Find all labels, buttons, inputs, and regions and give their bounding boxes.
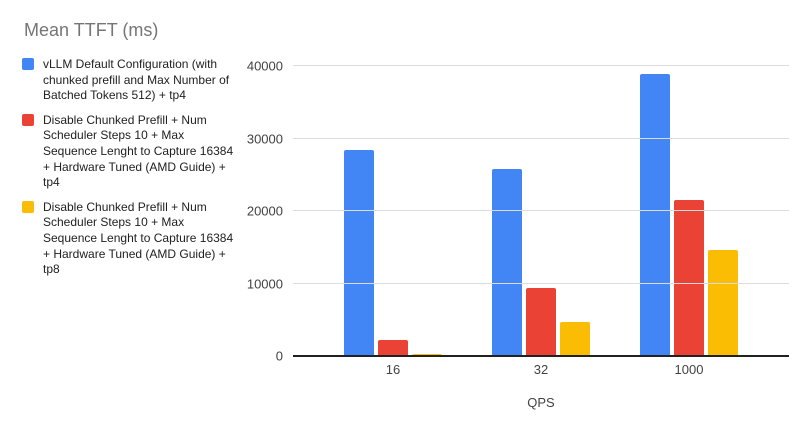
legend-swatch-icon	[22, 58, 34, 70]
gridline-30000	[293, 137, 789, 139]
bar-series-1-qps-16	[344, 150, 374, 356]
legend-item-label: vLLM Default Configuration (with chunked…	[43, 57, 230, 103]
legend-item-label: Disable Chunked Prefill + Num Scheduler …	[43, 112, 234, 190]
x-axis-title: QPS	[527, 395, 555, 410]
legend-item-3: Disable Chunked Prefill + Num Scheduler …	[22, 200, 236, 278]
x-axis-line	[293, 355, 789, 357]
bar-group-qps-32	[467, 66, 615, 356]
gridline-20000	[293, 210, 789, 211]
bar-group-qps-16	[319, 66, 467, 356]
bar-series-2-qps-32	[526, 288, 556, 356]
legend-item-label: Disable Chunked Prefill + Num Scheduler …	[43, 199, 234, 277]
legend-swatch-icon	[22, 200, 34, 213]
bar-series-2-qps-16	[378, 339, 408, 356]
bar-series-1-qps-32	[492, 168, 522, 356]
plot-area: 0 10000 20000 30000 40000	[247, 59, 789, 364]
legend-swatch-icon	[22, 113, 34, 126]
bar-series-3-qps-1000	[708, 250, 738, 356]
y-tick-label-40000: 40000	[246, 58, 283, 74]
gridline-10000	[293, 282, 789, 284]
legend: vLLM Default Configuration (with chunked…	[22, 57, 236, 278]
y-tick-label-30000: 30000	[246, 131, 283, 146]
bar-series-3-qps-32	[560, 321, 590, 356]
y-tick-label-10000: 10000	[246, 276, 283, 291]
y-tick-label-20000: 20000	[246, 203, 283, 219]
bars-row	[293, 66, 789, 356]
x-tick-label-1000: 1000	[674, 362, 704, 377]
bar-series-1-qps-1000	[640, 73, 670, 356]
y-tick-label-0: 0	[275, 348, 283, 364]
bar-series-2-qps-1000	[674, 200, 704, 356]
x-axis-labels: 16 32 1000	[293, 362, 789, 377]
legend-item-1: vLLM Default Configuration (with chunked…	[22, 57, 236, 104]
x-tick-label-16: 16	[385, 362, 401, 377]
x-tick-label-32: 32	[533, 362, 549, 377]
gridline-40000	[293, 65, 789, 66]
chart-title: Mean TTFT (ms)	[24, 20, 159, 40]
bar-group-qps-1000	[615, 66, 763, 356]
legend-item-2: Disable Chunked Prefill + Num Scheduler …	[22, 113, 236, 191]
